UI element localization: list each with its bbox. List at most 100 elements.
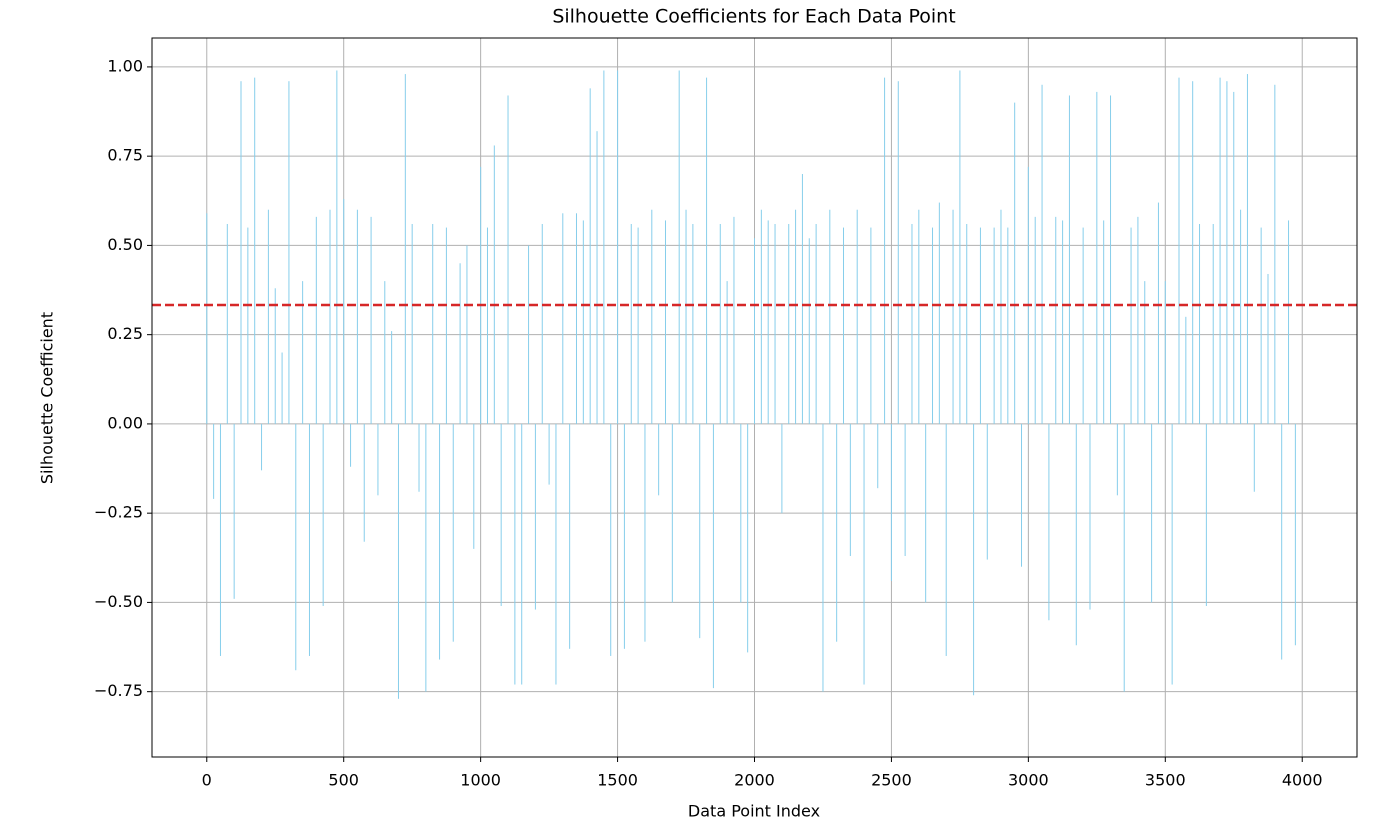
- bar: [302, 281, 304, 424]
- bar: [370, 216, 372, 424]
- bar: [870, 227, 872, 424]
- x-tick-label: 2500: [871, 771, 912, 790]
- bar: [959, 70, 961, 424]
- bar: [651, 209, 653, 424]
- bar: [664, 220, 666, 424]
- bar: [1000, 209, 1002, 424]
- plot-frame: [151, 37, 1358, 758]
- x-tick-label: 1500: [597, 771, 638, 790]
- chart-title: Silhouette Coefficients for Each Data Po…: [552, 6, 955, 28]
- bar: [767, 220, 769, 424]
- bar: [699, 423, 701, 639]
- bar: [295, 423, 297, 671]
- bar: [528, 245, 530, 424]
- bar: [617, 70, 619, 424]
- y-tick-label: 1.00: [107, 56, 143, 75]
- bar: [1246, 74, 1248, 424]
- y-tick-label: 0.00: [107, 413, 143, 432]
- y-axis-label: Silhouette Coefficient: [38, 312, 57, 484]
- bar: [486, 227, 488, 424]
- bar: [452, 423, 454, 642]
- bar: [377, 423, 379, 496]
- x-tick-label: 3500: [1145, 771, 1186, 790]
- bar: [521, 423, 523, 685]
- bar: [1288, 220, 1290, 424]
- bar: [308, 423, 310, 656]
- bar: [747, 423, 749, 653]
- bar: [1082, 227, 1084, 424]
- bar: [1027, 166, 1029, 424]
- bar: [363, 423, 365, 542]
- bar: [815, 223, 817, 424]
- bar: [1151, 423, 1153, 603]
- bar: [1055, 216, 1057, 424]
- bar: [206, 213, 208, 424]
- bar: [692, 223, 694, 424]
- bar: [822, 423, 824, 692]
- bar: [1014, 102, 1016, 424]
- bar: [726, 281, 728, 424]
- bar: [1041, 84, 1043, 424]
- bar: [966, 223, 968, 424]
- bar: [979, 227, 981, 424]
- bar: [1212, 223, 1214, 424]
- bar: [391, 331, 393, 424]
- bar: [897, 81, 899, 424]
- bar: [425, 423, 427, 692]
- bar: [404, 74, 406, 424]
- bar: [582, 220, 584, 424]
- bar: [740, 423, 742, 603]
- x-tick-label: 2000: [734, 771, 775, 790]
- bar: [329, 209, 331, 424]
- bar: [781, 423, 783, 514]
- bar: [801, 174, 803, 424]
- bar: [1260, 227, 1262, 424]
- bar: [932, 227, 934, 424]
- bar: [1219, 77, 1221, 424]
- bar: [637, 227, 639, 424]
- bar: [706, 77, 708, 424]
- bar: [925, 423, 927, 603]
- x-tick-label: 1000: [460, 771, 501, 790]
- bar: [993, 227, 995, 424]
- bar: [843, 227, 845, 424]
- bar: [952, 209, 954, 424]
- bar: [808, 238, 810, 424]
- bar: [226, 223, 228, 424]
- y-tick-label: 0.75: [107, 146, 143, 165]
- bar: [439, 423, 441, 660]
- bar: [863, 423, 865, 685]
- bar: [1274, 84, 1276, 424]
- bar: [548, 423, 550, 485]
- bar: [1130, 227, 1132, 424]
- bar: [254, 77, 256, 424]
- bar: [1089, 423, 1091, 610]
- y-tick-label: −0.50: [94, 592, 143, 611]
- bar: [685, 209, 687, 424]
- bar: [1144, 281, 1146, 424]
- bar: [788, 223, 790, 424]
- bar: [274, 288, 276, 424]
- x-tick-label: 500: [328, 771, 359, 790]
- bar: [918, 209, 920, 424]
- bar: [911, 223, 913, 424]
- bar: [1267, 273, 1269, 424]
- bar: [562, 213, 564, 424]
- bar: [1075, 423, 1077, 646]
- bar: [261, 423, 263, 471]
- bar: [1096, 91, 1098, 424]
- bar: [890, 423, 892, 581]
- bar: [500, 423, 502, 606]
- bar: [945, 423, 947, 656]
- bar: [644, 423, 646, 642]
- bar: [1103, 220, 1105, 424]
- bar: [1294, 423, 1296, 646]
- bar: [322, 423, 324, 606]
- bar: [1021, 423, 1023, 567]
- bar: [596, 131, 598, 424]
- bar: [384, 281, 386, 424]
- bar: [973, 423, 975, 696]
- bar: [712, 423, 714, 689]
- bar: [555, 423, 557, 685]
